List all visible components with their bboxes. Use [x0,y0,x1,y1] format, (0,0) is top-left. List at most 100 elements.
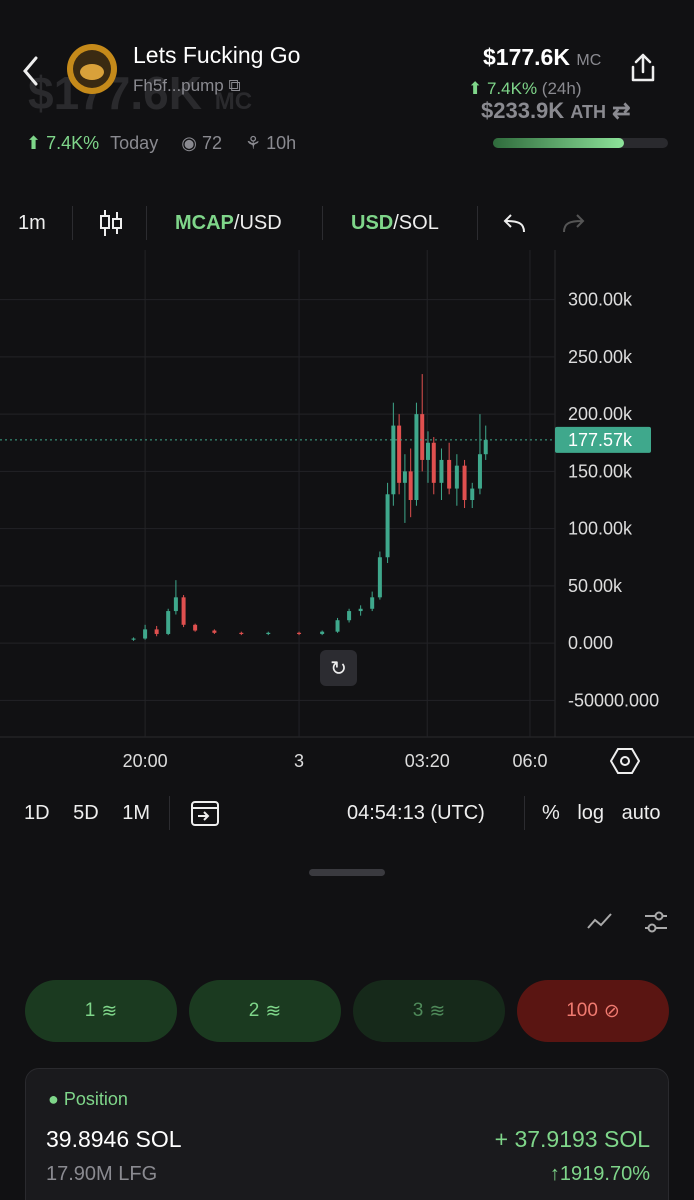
chart: 300.00k 250.00k 200.00k 150.00k 100.00k 50.00… [0,250,694,771]
sell-button[interactable]: 100 ⊘ [517,980,669,1042]
today-label: Today [110,133,159,153]
candle-body [420,414,425,460]
scale-option[interactable]: auto [621,802,661,824]
y-tick-label: 250.00k [568,347,633,367]
age: 10h [266,133,297,153]
buy-button[interactable]: 3 ≋ [353,980,505,1042]
mc-unit: MC [576,52,602,69]
currency-toggle[interactable]: USD/SOL [351,212,439,235]
candle-body [173,597,178,612]
position-amount: 39.8946 SOL [46,1126,182,1152]
position-pnl: + 37.9193 SOL [494,1126,650,1152]
last-price-tag [555,426,651,453]
divider [322,206,323,240]
scale-option[interactable]: log [577,802,605,824]
y-tick-label: 0.000 [568,633,613,653]
x-tick-label: 03:20 [405,751,450,771]
y-tick-label: -50000.000 [568,690,659,710]
candle-body [377,557,382,598]
position-title-text: Position [63,1089,128,1109]
y-tick-label: 100.00k [568,519,633,539]
candle-body [454,465,459,489]
x-tick-label: 06:0 [512,751,547,771]
range-button[interactable]: 1M [122,802,151,824]
candle-body [239,632,244,634]
scale-option[interactable]: % [542,802,560,824]
change-value: 7.4K% [486,79,538,98]
ath-unit: ATH [570,102,606,122]
market-cap: $177.6K MC [483,44,601,71]
candle-body [370,597,375,609]
share-button[interactable] [628,52,658,84]
usd-label: USD [351,212,394,234]
filter-button[interactable] [643,908,669,936]
candle-body [266,632,271,634]
x-tick-label: 3 [294,751,304,771]
change-period: (24h) [541,79,582,98]
range-button[interactable]: 5D [73,802,99,824]
buy-button[interactable]: 2 ≋ [189,980,341,1042]
change-24h: ⬆ 7.4K% (24h) [468,79,582,98]
interval[interactable]: 1m [18,212,46,234]
buy-button[interactable]: 1 ≋ [25,980,177,1042]
ath-progress-fill [493,138,625,148]
chart-mode-button[interactable] [586,910,614,934]
candle-body [347,611,352,621]
candle-body [166,611,171,634]
mcap-unit: /USD [233,212,282,234]
back-button[interactable] [18,54,44,88]
sell-amount: 100 [566,1000,598,1021]
range-buttons: 1D 5D 1M [24,802,150,825]
date-range-button[interactable] [189,796,221,828]
address-text: Fh5f...pump [133,76,224,95]
candle-body [391,425,396,495]
position-card: ● Position 39.8946 SOL + 37.9193 SOL 17.… [25,1068,669,1200]
candle-body [425,442,430,460]
chart-settings-button[interactable] [610,746,640,776]
clock: 04:54:13 (UTC) [347,802,485,824]
candle-body [397,425,402,483]
buy-amount: 3 [412,1000,424,1021]
candle-body [320,631,325,634]
avatar [67,44,117,94]
candle-body [385,494,390,558]
scale-options: % log auto [542,802,661,825]
holders: 72 [201,133,222,153]
x-tick-label: 20:00 [123,751,168,771]
sol-label: /SOL [393,212,439,234]
candle-body [439,459,444,483]
redo-button[interactable] [560,212,588,236]
candle-body [447,459,452,489]
ath-progress-track [493,138,668,148]
candle-body [335,620,340,632]
y-tick-label: 150.00k [568,461,633,481]
candle-body [143,629,148,639]
divider [169,796,170,830]
buy-amount: 1 [84,1000,96,1021]
candle-body [462,465,467,501]
candle-body [477,454,482,489]
candle-type-button[interactable] [98,208,124,238]
reset-chart-button[interactable]: ↻ [320,650,357,686]
candle-body [470,488,475,501]
candle-body [131,638,136,640]
candle-body [154,629,159,634]
divider [524,796,525,830]
divider [146,206,147,240]
undo-button[interactable] [500,212,528,236]
y-tick-label: 50.00k [568,576,623,596]
candle-body [402,471,407,483]
candle-body [297,632,302,634]
range-button[interactable]: 1D [24,802,50,824]
divider [477,206,478,240]
divider [72,206,73,240]
token-address[interactable]: Fh5f...pump ⧉ [133,76,241,95]
last-price-label: 177.57k [568,430,633,450]
y-tick-label: 300.00k [568,290,633,310]
mcap-toggle[interactable]: MCAP/USD [175,212,282,235]
mc-value: $177.6K [483,44,570,70]
position-title: ● Position [48,1089,128,1109]
candle-body [358,608,363,612]
ath-value: $233.9K [481,98,565,123]
drag-handle[interactable] [309,869,385,876]
